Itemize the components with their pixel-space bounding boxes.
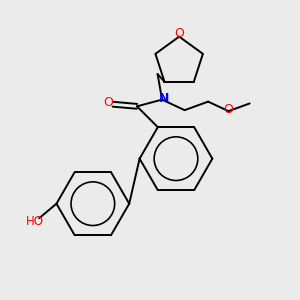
Text: HO: HO	[26, 215, 44, 228]
Text: O: O	[103, 96, 113, 109]
Text: O: O	[224, 103, 233, 116]
Text: N: N	[159, 92, 169, 105]
Text: O: O	[174, 27, 184, 40]
